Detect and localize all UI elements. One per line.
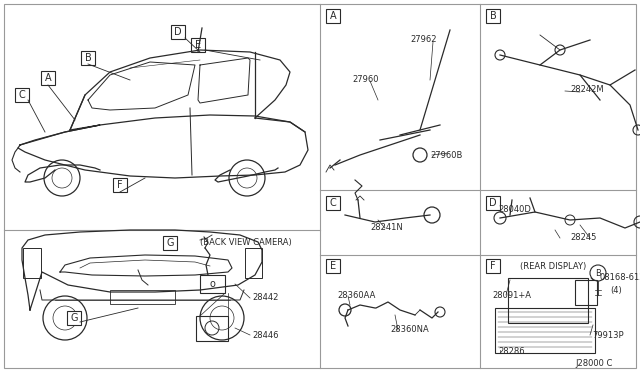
Bar bbox=[23, 248, 41, 278]
Text: 08168-6121A: 08168-6121A bbox=[600, 273, 640, 282]
Bar bbox=[67, 311, 81, 325]
Bar bbox=[41, 71, 55, 85]
Text: E: E bbox=[195, 40, 201, 50]
Text: G: G bbox=[70, 313, 77, 323]
Text: 27962: 27962 bbox=[410, 35, 436, 45]
Text: 27960: 27960 bbox=[352, 76, 378, 84]
Bar bbox=[326, 9, 340, 23]
Text: (REAR DISPLAY): (REAR DISPLAY) bbox=[520, 263, 586, 272]
Text: C: C bbox=[330, 198, 337, 208]
Bar bbox=[113, 178, 127, 192]
Text: J28000 C: J28000 C bbox=[575, 359, 612, 368]
Bar bbox=[196, 316, 228, 341]
Text: 28360AA: 28360AA bbox=[337, 291, 376, 299]
Text: o: o bbox=[209, 279, 215, 289]
Bar bbox=[200, 275, 225, 293]
Text: 28245: 28245 bbox=[570, 234, 596, 243]
Text: 28286: 28286 bbox=[498, 347, 525, 356]
Text: B: B bbox=[84, 53, 92, 63]
Text: A: A bbox=[45, 73, 51, 83]
Text: D: D bbox=[489, 198, 497, 208]
Text: 28040D: 28040D bbox=[498, 205, 531, 215]
Text: 28241N: 28241N bbox=[370, 224, 403, 232]
Text: G: G bbox=[166, 238, 173, 248]
Text: C: C bbox=[19, 90, 26, 100]
Text: D: D bbox=[174, 27, 182, 37]
Bar bbox=[486, 259, 500, 273]
Bar bbox=[110, 290, 175, 304]
Text: 28091+A: 28091+A bbox=[492, 291, 531, 299]
Bar bbox=[163, 236, 177, 250]
Bar bbox=[486, 9, 500, 23]
Bar bbox=[326, 196, 340, 210]
Bar bbox=[171, 25, 185, 39]
Bar bbox=[326, 259, 340, 273]
Text: 79913P: 79913P bbox=[592, 330, 623, 340]
Bar bbox=[245, 248, 262, 278]
Bar bbox=[495, 308, 595, 353]
Bar bbox=[15, 88, 29, 102]
Bar bbox=[486, 196, 500, 210]
Text: E: E bbox=[330, 261, 336, 271]
Text: 28242M: 28242M bbox=[570, 86, 604, 94]
Text: 27960B: 27960B bbox=[430, 151, 462, 160]
Text: B: B bbox=[595, 269, 601, 278]
Bar bbox=[575, 280, 597, 305]
Bar bbox=[191, 38, 205, 52]
Bar bbox=[508, 278, 588, 323]
Text: 28442: 28442 bbox=[252, 294, 278, 302]
Text: F: F bbox=[117, 180, 123, 190]
Text: (4): (4) bbox=[610, 285, 621, 295]
Text: (BACK VIEW CAMERA): (BACK VIEW CAMERA) bbox=[200, 237, 292, 247]
Bar bbox=[81, 51, 95, 65]
Text: A: A bbox=[330, 11, 336, 21]
Text: 28360NA: 28360NA bbox=[390, 326, 429, 334]
Text: 28446: 28446 bbox=[252, 330, 278, 340]
Text: B: B bbox=[490, 11, 497, 21]
Text: F: F bbox=[490, 261, 496, 271]
